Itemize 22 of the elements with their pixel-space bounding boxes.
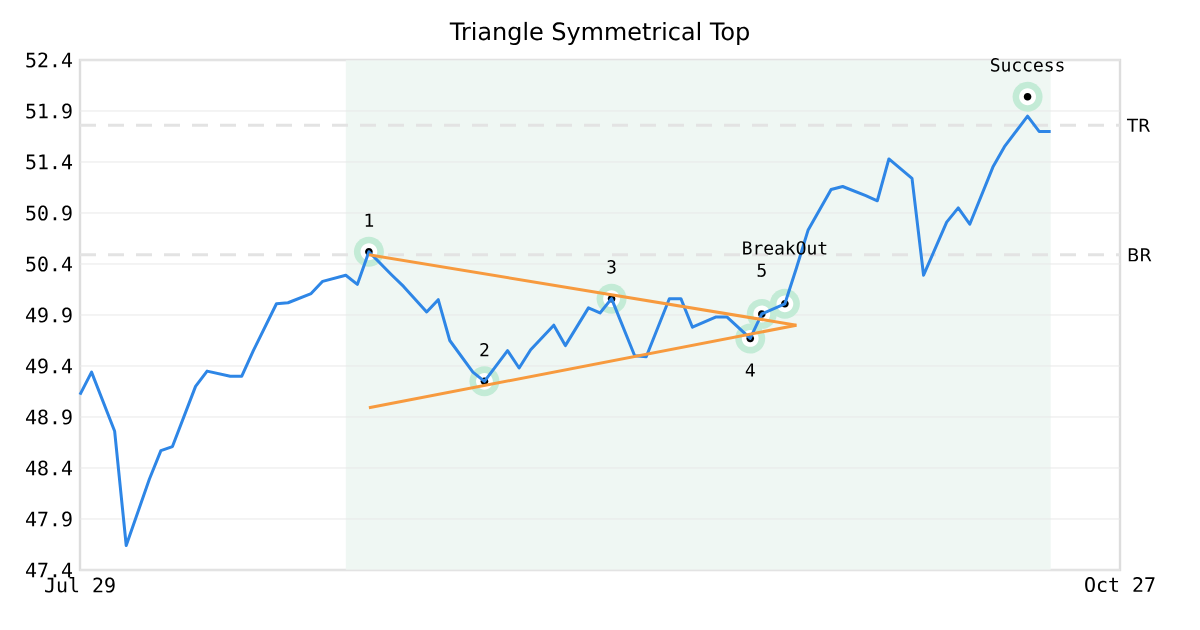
annotation: 4 [745,363,755,377]
x-tick-label: Jul 29 [45,577,115,593]
ref-line-label: TR [1126,118,1150,132]
chart-title: Triangle Symmetrical Top [449,21,749,45]
y-tick-label: 48.4 [25,460,73,476]
annotation: 5 [757,263,766,277]
y-tick-label: 49.4 [25,358,73,374]
annotation: 1 [365,213,374,227]
y-tick-label: 51.4 [26,154,73,170]
y-tick-label: 50.4 [26,256,73,272]
y-tick-label: 47.4 [25,562,73,578]
annotation: Success [990,58,1064,72]
x-tick-label: Oct 27 [1085,577,1155,593]
ref-line-label: BR [1128,248,1152,262]
y-tick-label: 48.9 [25,409,72,425]
y-tick-label: 50.9 [26,205,72,221]
annotation: 3 [607,260,616,274]
y-tick-label: 51.9 [26,103,72,119]
y-tick-label: 49.9 [25,307,72,323]
y-tick-label: 47.9 [25,511,72,527]
y-tick-label: 52.4 [26,52,73,68]
annotation: 2 [480,342,489,357]
